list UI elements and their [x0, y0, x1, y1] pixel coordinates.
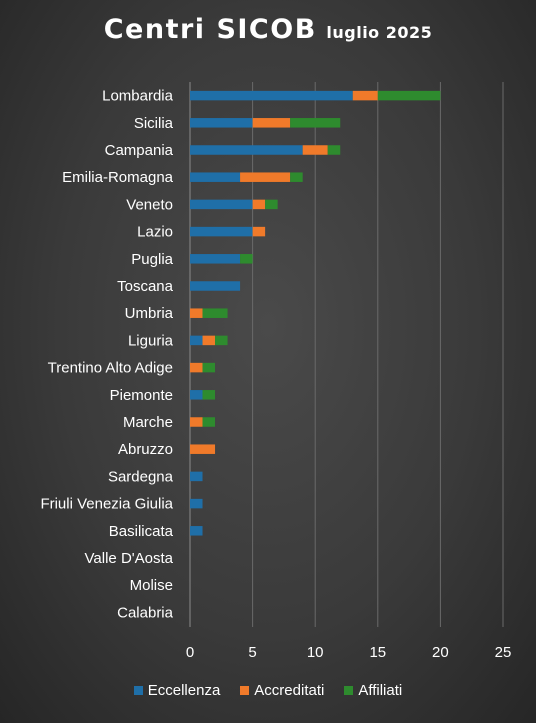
bar-segment-affiliati	[240, 254, 253, 264]
legend-item-eccellenza: Eccellenza	[133, 682, 221, 699]
category-label: Puglia	[131, 251, 173, 268]
bar-chart: 0 5 10 15 20 25 Lombardia Sicilia Campania Emilia…	[40, 82, 512, 661]
category-label: Sardegna	[108, 468, 174, 485]
bar-segment-accreditati	[190, 444, 216, 454]
category-label: Liguria	[128, 332, 174, 349]
bar-segment-eccellenza	[190, 172, 241, 182]
bar-segment-eccellenza	[190, 254, 241, 264]
category-label: Friuli Venezia Giulia	[40, 496, 173, 513]
bar-segment-affiliati	[265, 199, 278, 210]
category-label: Lazio	[137, 224, 173, 241]
chart-title-main: Centri SICOB	[103, 14, 317, 45]
x-tick-label-20: 20	[432, 644, 449, 661]
category-label: Trentino Alto Adige	[48, 360, 173, 377]
bar-segment-eccellenza	[190, 281, 241, 291]
bar-segment-accreditati	[190, 362, 203, 373]
bar-segment-eccellenza	[190, 90, 353, 101]
category-label: Piemonte	[110, 387, 173, 404]
legend-label: Affiliati	[358, 682, 403, 699]
bar-segment-affiliati	[202, 308, 228, 318]
category-label: Marche	[123, 414, 173, 431]
x-tick-label-5: 5	[248, 644, 256, 661]
bar-segment-eccellenza	[190, 390, 203, 400]
category-label: Basilicata	[109, 523, 174, 540]
bar-segment-accreditati	[252, 199, 266, 210]
bar-segment-eccellenza	[190, 199, 253, 210]
category-label: Calabria	[117, 604, 174, 621]
bar-segment-eccellenza	[190, 118, 253, 128]
x-tick-label-25: 25	[495, 644, 512, 661]
bar-segment-accreditati	[352, 90, 378, 101]
bar-segment-eccellenza	[190, 498, 203, 509]
bar-segment-accreditati	[252, 226, 266, 237]
legend-swatch	[133, 686, 143, 695]
bar-segment-affiliati	[202, 362, 216, 373]
bar-segment-affiliati	[290, 172, 303, 182]
bar-segment-accreditati	[302, 145, 328, 155]
bar-segment-eccellenza	[190, 526, 203, 536]
bar-segment-affiliati	[377, 90, 441, 101]
category-label: Valle D'Aosta	[85, 550, 174, 567]
bar-segment-eccellenza	[190, 471, 203, 482]
legend-item-accreditati: Accreditati	[240, 682, 324, 699]
chart-subtitle: luglio 2025	[326, 23, 433, 42]
bar-segment-affiliati	[202, 390, 216, 400]
chart-title: Centri SICOB luglio 2025	[0, 14, 536, 45]
category-label: Molise	[130, 577, 173, 594]
bar-segment-accreditati	[190, 417, 203, 427]
bar-segment-accreditati	[202, 335, 216, 346]
category-label: Abruzzo	[118, 441, 173, 458]
legend-label: Accreditati	[254, 682, 325, 699]
bar-segment-affiliati	[327, 145, 341, 155]
category-label: Umbria	[125, 305, 174, 322]
category-label: Toscana	[117, 278, 174, 295]
bar-segment-affiliati	[202, 417, 216, 427]
bar-segment-eccellenza	[190, 226, 253, 237]
bar-segment-accreditati	[240, 172, 291, 182]
category-label: Emilia-Romagna	[62, 169, 174, 186]
bar-segment-eccellenza	[190, 145, 303, 155]
chart-legend: Eccellenza Accreditati Affiliati	[0, 682, 536, 699]
category-label: Veneto	[126, 196, 173, 213]
bar-segment-accreditati	[252, 118, 291, 128]
x-tick-label-15: 15	[369, 644, 386, 661]
legend-item-affiliati: Affiliati	[344, 682, 402, 699]
x-tick-label-10: 10	[307, 644, 324, 661]
legend-swatch	[240, 686, 250, 695]
bar-segment-eccellenza	[190, 335, 203, 346]
legend-label: Eccellenza	[147, 682, 221, 699]
bar-segment-accreditati	[190, 308, 203, 318]
category-label: Lombardia	[102, 88, 174, 105]
legend-swatch	[344, 686, 354, 695]
x-tick-label-0: 0	[186, 644, 194, 661]
category-label: Sicilia	[134, 115, 174, 132]
bar-segment-affiliati	[290, 118, 341, 128]
category-label: Campania	[105, 142, 174, 159]
bar-segment-affiliati	[215, 335, 228, 346]
